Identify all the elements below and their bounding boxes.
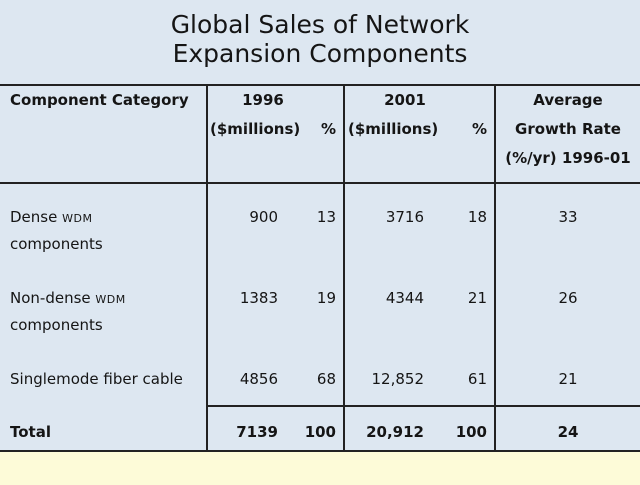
total-top-rule bbox=[208, 405, 640, 407]
row-nondense-wdm-m1996: 1383 bbox=[239, 289, 278, 307]
column-divider-3 bbox=[494, 84, 496, 452]
header-1996-pct: % bbox=[320, 120, 336, 138]
header-bottom-rule bbox=[0, 182, 640, 184]
wdm-abbrev: WDM bbox=[95, 293, 126, 306]
total-p2001: 100 bbox=[455, 423, 487, 441]
total-p1996: 100 bbox=[304, 423, 336, 441]
row-nondense-wdm-p2001: 21 bbox=[467, 289, 487, 307]
table-title: Global Sales of Network Expansion Compon… bbox=[0, 10, 640, 68]
table-bottom-rule bbox=[0, 450, 640, 452]
row-singlemode-p2001: 61 bbox=[467, 370, 487, 388]
row-dense-wdm-m2001: 3716 bbox=[385, 208, 424, 226]
row-singlemode-p1996: 68 bbox=[316, 370, 336, 388]
total-m1996: 7139 bbox=[236, 423, 278, 441]
header-growth-3: (%/yr) 1996-01 bbox=[505, 149, 631, 167]
title-line-1: Global Sales of Network bbox=[170, 10, 470, 39]
row-nondense-wdm-name-2: components bbox=[10, 316, 103, 334]
total-label: Total bbox=[10, 423, 51, 441]
table-panel: Global Sales of Network Expansion Compon… bbox=[0, 0, 640, 452]
header-component-category: Component Category bbox=[10, 91, 189, 109]
column-divider-1 bbox=[206, 84, 208, 452]
row-dense-wdm-p1996: 13 bbox=[316, 208, 336, 226]
header-1996-millions: ($millions) bbox=[210, 120, 301, 138]
row-nondense-wdm-name: Non-dense WDM bbox=[10, 289, 126, 307]
header-2001: 2001 bbox=[384, 91, 426, 109]
header-2001-pct: % bbox=[471, 120, 487, 138]
header-2001-millions: ($millions) bbox=[348, 120, 439, 138]
row-dense-wdm-m1996: 900 bbox=[249, 208, 278, 226]
title-line-2: Expansion Components bbox=[172, 39, 468, 68]
column-divider-2 bbox=[343, 84, 345, 452]
row-singlemode-m1996: 4856 bbox=[239, 370, 278, 388]
row-nondense-wdm-p1996: 19 bbox=[316, 289, 336, 307]
total-growth: 24 bbox=[557, 423, 579, 441]
header-growth-1: Average bbox=[533, 91, 603, 109]
row-dense-wdm-p2001: 18 bbox=[467, 208, 487, 226]
row-dense-wdm-name: Dense WDM bbox=[10, 208, 93, 226]
row-dense-wdm-name-2: components bbox=[10, 235, 103, 253]
row-nondense-wdm-growth: 26 bbox=[558, 289, 578, 307]
header-growth-2: Growth Rate bbox=[515, 120, 621, 138]
header-1996: 1996 bbox=[242, 91, 284, 109]
header-top-rule bbox=[0, 84, 640, 86]
wdm-abbrev: WDM bbox=[62, 212, 93, 225]
row-singlemode-growth: 21 bbox=[558, 370, 578, 388]
row-nondense-wdm-m2001: 4344 bbox=[385, 289, 424, 307]
row-singlemode-m2001: 12,852 bbox=[371, 370, 425, 388]
total-m2001: 20,912 bbox=[366, 423, 424, 441]
row-singlemode-name: Singlemode fiber cable bbox=[10, 370, 183, 388]
row-dense-wdm-growth: 33 bbox=[558, 208, 578, 226]
